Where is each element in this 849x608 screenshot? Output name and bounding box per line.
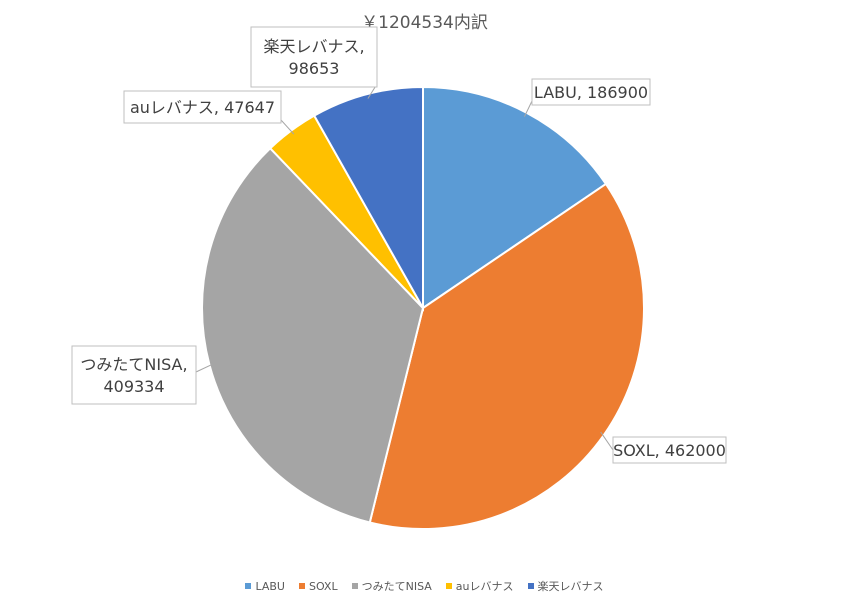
legend-entry-2: つみたてNISA [351,578,432,594]
data-label-4: 楽天レバナス, [263,37,364,56]
legend-entry-4: 楽天レバナス [527,578,604,594]
legend-entry-1: SOXL [299,578,338,594]
data-label-4: 98653 [289,59,340,78]
pie-slice-4 [312,85,424,312]
data-label-box-3 [123,90,282,124]
data-label-2: 409334 [103,377,164,396]
data-label-3: auレバナス, 47647 [130,98,275,117]
data-label-0: LABU, 186900 [534,83,648,102]
legend-label-4: 楽天レバナス [537,580,604,593]
chart-title: ￥1204534内訳 [361,13,488,33]
legend-label-0: LABU [255,579,285,593]
legend: LABU SOXL つみたてNISA auレバナス 楽天レバナス [0,578,849,594]
data-label-box-1 [612,436,727,464]
pie-slice-1 [368,182,645,530]
data-label-box-4 [250,26,378,88]
legend-swatch-0 [245,583,252,589]
legend-entry-3: auレバナス [445,578,514,594]
legend-swatch-3 [445,583,452,589]
data-label-1: SOXL, 462000 [613,441,726,460]
legend-label-2: つみたてNISA [361,580,432,593]
legend-label-3: auレバナス [455,580,514,593]
legend-swatch-1 [299,583,305,589]
data-label-box-2 [71,345,197,405]
data-label-2: つみたてNISA, [80,355,187,374]
data-label-box-0 [531,78,651,106]
legend-swatch-4 [527,583,534,589]
leader-line-1 [600,431,614,451]
leader-line-3 [280,119,295,135]
legend-swatch-2 [351,583,358,589]
leader-line-2 [195,363,214,373]
legend-entry-0: LABU [245,578,285,594]
leader-line-0 [523,100,533,117]
legend-label-1: SOXL [309,579,338,593]
pie-slice-2 [201,146,425,524]
